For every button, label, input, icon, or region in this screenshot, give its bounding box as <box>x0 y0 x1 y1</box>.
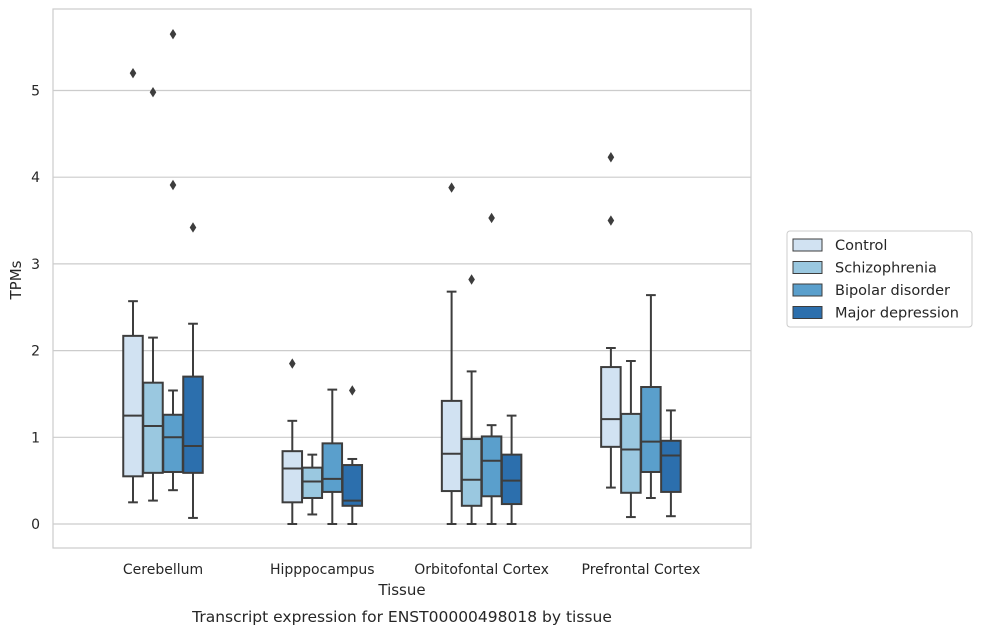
box-iqr <box>600 366 622 448</box>
box-iqr <box>142 381 164 474</box>
box-iqr <box>440 399 463 493</box>
box-iqr <box>162 413 184 473</box>
box-major-depression <box>182 222 204 519</box>
box-iqr <box>500 453 523 506</box>
outlier-point <box>189 222 197 233</box>
box-bipolar-disorder <box>640 294 662 499</box>
box-iqr <box>122 334 144 478</box>
y-tick-label: 2 <box>31 344 40 360</box>
box-iqr <box>321 442 344 493</box>
box-major-depression <box>341 385 364 525</box>
box-control <box>122 67 144 504</box>
box-schizophrenia <box>301 453 324 516</box>
outlier-point <box>468 274 475 285</box>
box-iqr <box>640 386 662 473</box>
box-iqr <box>620 412 642 494</box>
y-axis-ticks: 0 1 2 3 4 5 <box>31 84 40 534</box>
box-bipolar-disorder <box>321 388 344 525</box>
legend-swatch <box>792 238 823 252</box>
legend-label: Control <box>835 238 887 254</box>
outlier-point <box>149 87 157 98</box>
y-axis-label: TPMs <box>7 260 25 300</box>
x-axis-label: Tissue <box>377 581 425 599</box>
outlier-point <box>607 215 615 226</box>
legend-label: Schizophrenia <box>835 261 937 277</box>
box-iqr <box>460 438 483 507</box>
y-tick-label: 1 <box>31 430 40 446</box>
plot-area-frame <box>52 8 752 549</box>
box-major-depression <box>500 414 523 525</box>
x-tick-label: Cerebellum <box>123 562 203 578</box>
box-schizophrenia <box>620 360 642 519</box>
box-series <box>122 28 682 525</box>
x-tick-label: Orbitofontal Cortex <box>414 562 549 578</box>
legend-swatch <box>792 283 823 297</box>
box-control <box>440 182 463 525</box>
chart-caption: Transcript expression for ENST0000049801… <box>191 608 612 626</box>
outlier-point <box>169 28 177 40</box>
box-iqr <box>281 450 304 504</box>
legend-label: Bipolar disorder <box>835 283 950 299</box>
legend-swatch <box>792 261 823 274</box>
outlier-point <box>349 385 356 396</box>
legend-frame <box>786 230 973 328</box>
y-tick-label: 3 <box>31 257 40 273</box>
x-tick-label: Hipppocampus <box>270 562 375 578</box>
y-tick-label: 0 <box>31 517 40 533</box>
outlier-point <box>289 358 296 369</box>
box-schizophrenia <box>142 87 164 502</box>
y-tick-label: 5 <box>31 84 40 100</box>
outlier-point <box>607 152 615 163</box>
legend-swatch <box>792 306 823 319</box>
box-schizophrenia <box>460 274 483 525</box>
box-major-depression <box>660 409 682 518</box>
box-iqr <box>301 466 324 499</box>
x-tick-label: Prefrontal Cortex <box>582 562 701 578</box>
box-bipolar-disorder <box>162 28 184 492</box>
legend: Control Schizophrenia Bipolar disorder Majo… <box>786 230 973 328</box>
box-iqr <box>480 435 503 498</box>
outlier-point <box>129 67 137 79</box>
box-bipolar-disorder <box>480 212 503 525</box>
box-control <box>281 358 304 525</box>
legend-items: Control Schizophrenia Bipolar disorder Majo… <box>792 238 959 322</box>
x-axis-ticks: Cerebellum Hipppocampus Orbitofontal Corte… <box>123 562 700 578</box>
box-iqr <box>182 375 204 474</box>
outlier-point <box>448 182 455 193</box>
outlier-point <box>488 212 495 224</box>
y-tick-label: 4 <box>31 170 40 186</box>
legend-label: Major depression <box>835 306 959 322</box>
box-control <box>600 152 622 489</box>
box-iqr <box>341 464 364 507</box>
outlier-point <box>169 179 177 191</box>
box-iqr <box>660 439 682 493</box>
